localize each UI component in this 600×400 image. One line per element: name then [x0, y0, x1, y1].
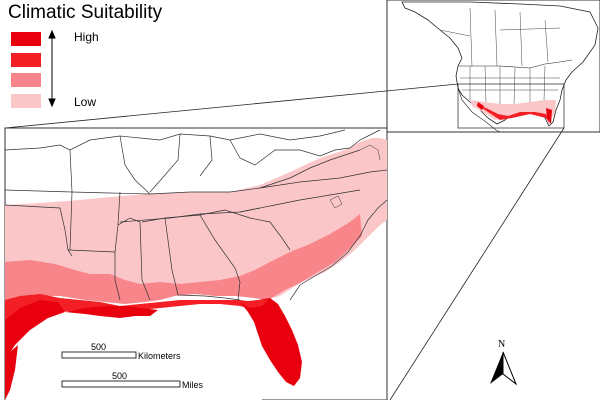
legend-swatch-highest	[11, 32, 41, 46]
scale-bar	[61, 351, 181, 388]
scale-mi-unit: Miles	[182, 380, 204, 390]
legend-swatch-low	[11, 94, 41, 108]
inset-map	[386, 0, 600, 133]
legend-arrow-icon	[48, 29, 56, 108]
legend-swatch-high	[11, 53, 41, 67]
scale-km-unit: Kilometers	[138, 351, 181, 361]
legend-swatch-medium	[11, 73, 41, 87]
north-arrow-label: N	[498, 339, 506, 350]
main-map	[4, 127, 388, 400]
inset-connector-lines	[4, 83, 565, 400]
legend-high-label: High	[74, 30, 99, 44]
scale-km-value: 500	[91, 342, 107, 352]
legend-title: Climatic Suitability	[8, 2, 163, 23]
scale-mi-value: 500	[112, 371, 128, 381]
legend-low-label: Low	[74, 95, 97, 109]
north-arrow-icon	[490, 351, 518, 386]
